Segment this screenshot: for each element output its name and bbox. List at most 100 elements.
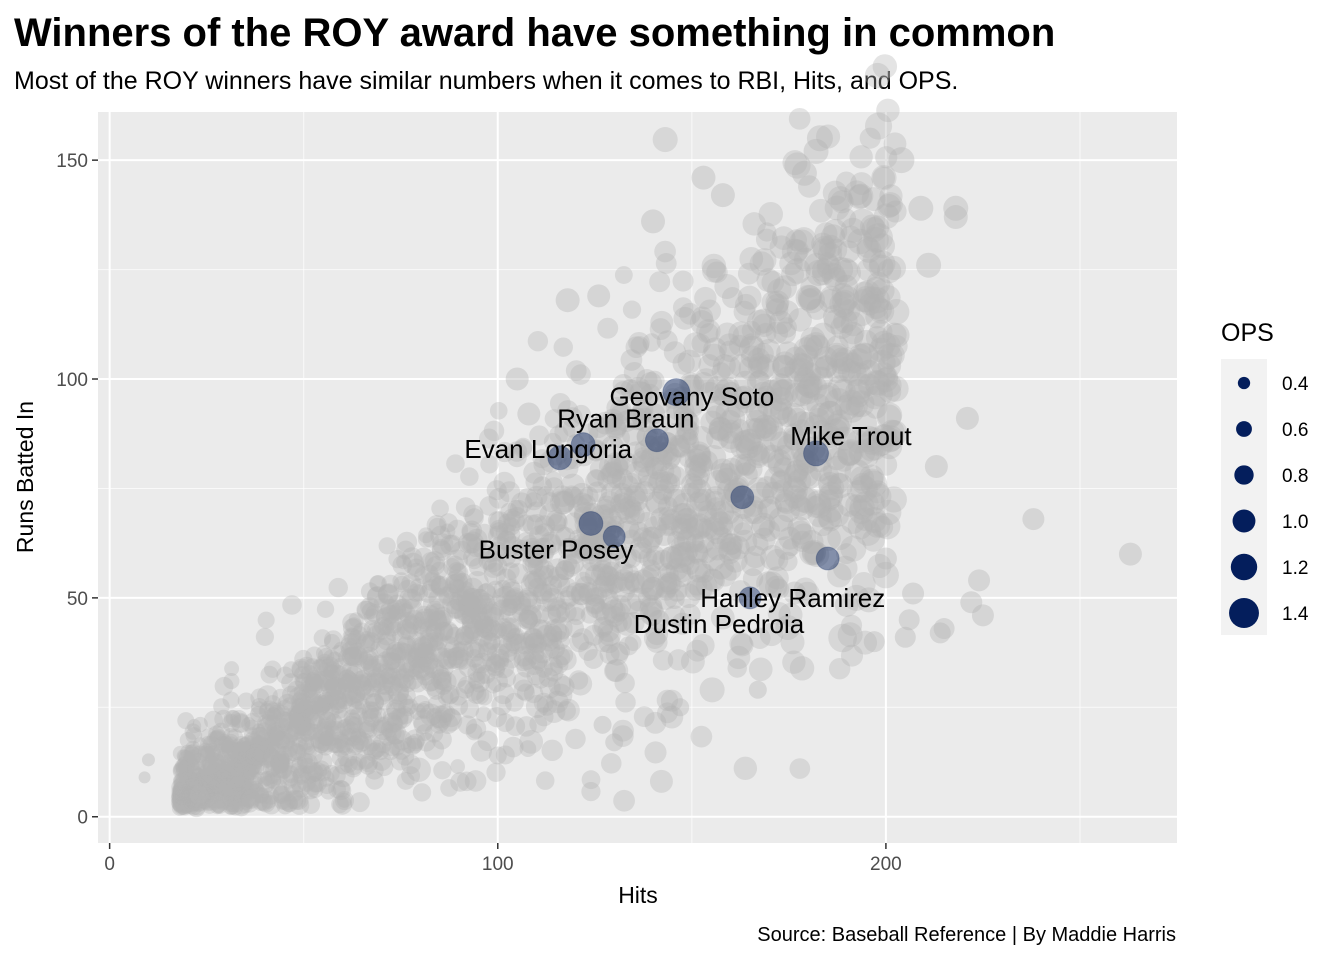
player-point bbox=[596, 550, 620, 575]
player-point bbox=[549, 392, 571, 414]
player-point bbox=[801, 541, 826, 566]
player-point bbox=[207, 795, 223, 811]
player-point bbox=[642, 549, 665, 572]
player-point bbox=[241, 789, 261, 810]
player-point bbox=[876, 98, 900, 123]
player-point bbox=[387, 660, 407, 681]
player-point bbox=[386, 654, 406, 674]
player-point bbox=[321, 669, 341, 689]
player-point bbox=[431, 499, 449, 518]
player-point bbox=[171, 787, 189, 805]
player-point bbox=[177, 755, 193, 772]
player-point bbox=[660, 564, 679, 584]
player-point bbox=[765, 321, 789, 344]
player-point bbox=[798, 288, 821, 311]
player-point bbox=[230, 750, 247, 767]
player-point bbox=[185, 775, 203, 793]
player-point bbox=[544, 638, 565, 659]
player-point bbox=[370, 666, 390, 686]
player-point bbox=[825, 447, 849, 471]
player-point bbox=[837, 492, 862, 517]
player-point bbox=[219, 772, 237, 791]
player-point bbox=[395, 662, 416, 683]
player-point bbox=[803, 495, 827, 518]
player-point bbox=[183, 795, 197, 810]
player-point bbox=[789, 758, 811, 779]
player-point bbox=[477, 616, 495, 634]
player-point bbox=[501, 581, 524, 604]
player-point bbox=[621, 422, 645, 446]
player-point bbox=[365, 693, 384, 713]
player-point bbox=[542, 700, 566, 724]
player-point bbox=[209, 728, 227, 746]
player-point bbox=[327, 734, 347, 754]
player-point bbox=[179, 788, 197, 806]
player-point bbox=[601, 533, 621, 553]
player-point bbox=[237, 737, 252, 752]
player-point bbox=[466, 570, 489, 594]
player-point bbox=[785, 460, 809, 483]
player-point bbox=[172, 790, 188, 806]
player-point bbox=[171, 799, 189, 816]
player-point bbox=[788, 494, 811, 517]
player-point bbox=[214, 767, 233, 786]
player-point bbox=[824, 413, 850, 439]
player-point bbox=[459, 624, 479, 644]
player-point bbox=[757, 498, 780, 521]
player-point bbox=[716, 376, 740, 400]
player-point bbox=[325, 713, 343, 731]
player-point bbox=[462, 597, 484, 619]
player-point bbox=[270, 754, 290, 775]
player-point bbox=[328, 577, 348, 598]
player-point bbox=[461, 609, 482, 630]
player-point bbox=[422, 531, 439, 548]
player-point bbox=[425, 678, 444, 697]
player-point bbox=[726, 645, 751, 670]
player-point bbox=[188, 755, 204, 772]
player-point bbox=[530, 605, 550, 624]
player-point bbox=[397, 618, 414, 636]
player-point bbox=[334, 756, 353, 775]
player-point bbox=[446, 599, 466, 619]
player-point bbox=[583, 648, 604, 669]
player-point bbox=[620, 349, 643, 371]
player-point bbox=[547, 600, 571, 623]
player-point bbox=[751, 418, 773, 440]
player-point bbox=[818, 489, 841, 512]
player-point bbox=[613, 486, 637, 510]
player-point bbox=[377, 679, 394, 696]
player-point bbox=[172, 784, 189, 801]
player-point bbox=[174, 781, 193, 800]
player-point bbox=[797, 285, 823, 310]
player-point bbox=[200, 743, 216, 759]
player-point bbox=[390, 647, 408, 664]
player-point bbox=[171, 792, 189, 810]
player-point bbox=[264, 702, 282, 720]
player-point bbox=[423, 739, 445, 760]
player-point bbox=[446, 647, 465, 666]
player-point bbox=[472, 667, 491, 685]
player-point bbox=[177, 786, 195, 804]
player-point bbox=[209, 729, 226, 746]
player-point bbox=[864, 62, 891, 89]
player-point bbox=[769, 401, 793, 425]
player-point bbox=[819, 234, 843, 259]
player-point bbox=[219, 764, 236, 781]
player-point bbox=[522, 651, 546, 676]
player-point bbox=[846, 479, 871, 504]
player-point bbox=[844, 180, 870, 206]
player-point bbox=[499, 617, 522, 639]
player-point bbox=[800, 326, 826, 353]
player-point bbox=[883, 132, 907, 156]
player-point bbox=[756, 268, 781, 293]
player-point bbox=[854, 519, 882, 546]
player-point bbox=[185, 793, 201, 809]
player-point bbox=[794, 366, 817, 390]
player-point bbox=[859, 464, 884, 490]
player-point bbox=[760, 444, 785, 469]
player-point bbox=[460, 699, 480, 719]
player-point bbox=[544, 662, 564, 682]
player-point bbox=[352, 674, 371, 693]
player-point bbox=[598, 631, 621, 654]
player-point bbox=[786, 407, 808, 429]
